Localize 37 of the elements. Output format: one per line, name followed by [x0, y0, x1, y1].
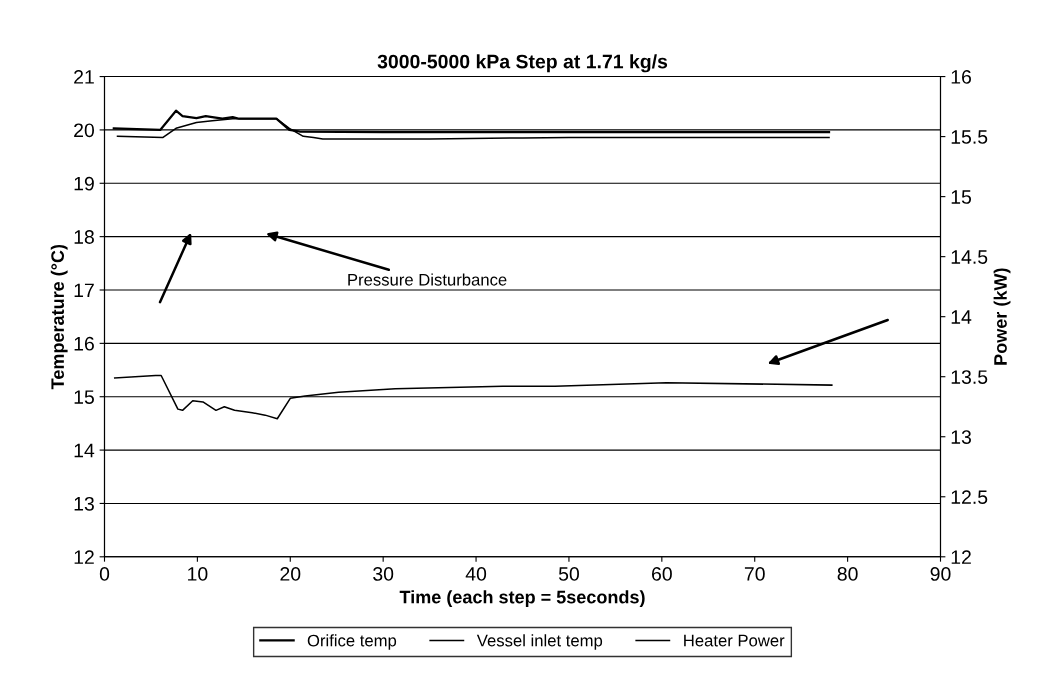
x-tick-label: 20: [280, 567, 301, 581]
x-tick-label: 70: [744, 567, 765, 581]
x-tick-label: 50: [558, 567, 579, 581]
legend-label: Vessel inlet temp: [476, 634, 603, 650]
chart-title: 3000-5000 kPa Step at 1.71 kg/s: [377, 54, 668, 73]
y-tick-label: 12: [74, 550, 94, 564]
y2-tick-label: 13: [951, 430, 971, 444]
y2-tick-label: 14.5: [951, 250, 988, 264]
y-tick-label: 15: [74, 390, 94, 404]
x-tick-label: 60: [652, 567, 672, 581]
y2-tick-label: 12.5: [951, 490, 988, 505]
y2-tick-label: 13.5: [951, 370, 988, 384]
y2-tick-label: 15.5: [951, 130, 988, 144]
y-axis-title: Temperature (°C): [50, 244, 68, 390]
x-tick-label: 0: [99, 567, 110, 581]
x-tick-label: 30: [373, 567, 394, 581]
y2-tick-label: 14: [951, 310, 972, 324]
y2-tick-label: 16: [951, 70, 971, 84]
y-tick-label: 14: [74, 443, 95, 458]
y-tick-label: 16: [74, 336, 94, 351]
y2-tick-label: 15: [951, 190, 972, 204]
x-tick-label: 90: [930, 567, 951, 581]
y-tick-label: 21: [74, 70, 94, 84]
legend-label: Orifice temp: [307, 634, 397, 650]
x-tick-label: 80: [837, 567, 858, 581]
y-tick-label: 20: [74, 123, 95, 138]
annotation: Pressure Disturbance: [348, 273, 507, 286]
x-tick-label: 40: [465, 567, 487, 581]
y-tick-label: 18: [74, 230, 94, 244]
y-tick-label: 17: [74, 283, 94, 298]
x-axis-title: Time (each step = 5seconds): [399, 590, 645, 608]
legend-label: Heater Power: [684, 634, 785, 647]
y2-axis-title: Power (kW): [993, 268, 1011, 365]
x-tick-label: 10: [188, 567, 208, 581]
y-tick-label: 19: [74, 176, 94, 191]
y-tick-label: 13: [74, 496, 94, 511]
y2-tick-label: 12: [951, 550, 971, 564]
